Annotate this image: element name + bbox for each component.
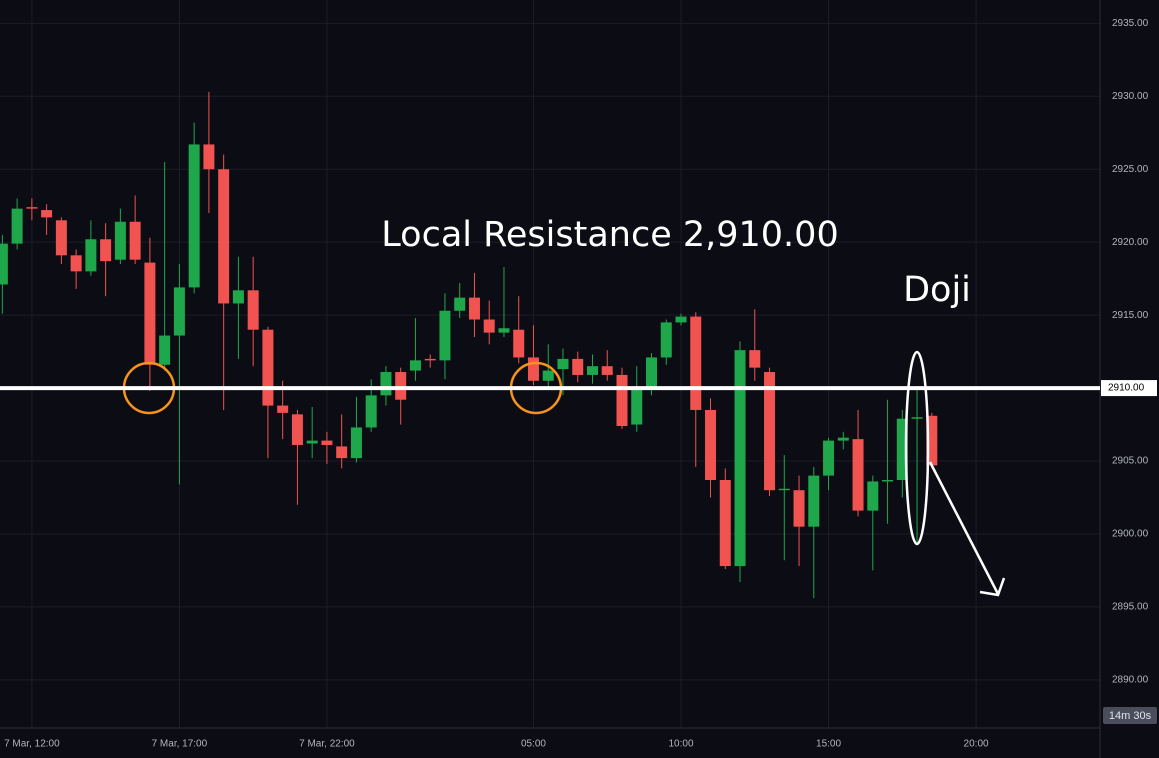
x-tick-label: 7 Mar, 22:00 xyxy=(299,739,355,750)
candle-body xyxy=(483,319,495,333)
candle-body xyxy=(232,290,244,304)
candle-body xyxy=(203,144,215,170)
candle-body xyxy=(586,366,598,375)
candle-body xyxy=(660,322,672,358)
candle-body xyxy=(454,297,466,311)
candle-body xyxy=(55,220,67,256)
candle-body xyxy=(513,329,525,358)
candle-body xyxy=(218,169,230,304)
candle-body xyxy=(439,310,451,361)
candle-body xyxy=(601,366,613,375)
countdown: 14m 30s xyxy=(1109,710,1152,722)
candle-body xyxy=(867,481,879,511)
candle-body xyxy=(100,239,112,262)
resistance-annotation: Local Resistance 2,910.00 xyxy=(381,215,838,255)
candle-body xyxy=(468,297,480,320)
candle-body xyxy=(852,439,864,511)
candle-body xyxy=(41,210,53,218)
candle-body xyxy=(778,488,790,491)
candle-body xyxy=(764,372,776,491)
candle-body xyxy=(823,440,835,476)
arrow xyxy=(928,461,1006,597)
y-tick-label: 2925.00 xyxy=(1112,164,1149,175)
candle-body xyxy=(926,415,938,466)
countdown-badge xyxy=(1103,707,1157,724)
candle-body xyxy=(882,479,894,482)
candle-body xyxy=(911,417,923,419)
candle-body xyxy=(896,418,908,480)
y-tick-label: 2935.00 xyxy=(1112,18,1149,29)
candle-body xyxy=(173,287,185,336)
candle-body xyxy=(837,437,849,441)
y-tick-label: 2890.00 xyxy=(1112,674,1149,685)
candle-body xyxy=(380,372,392,396)
candle-body xyxy=(409,360,421,371)
arrow-head xyxy=(979,577,1006,597)
x-tick-label: 20:00 xyxy=(964,739,989,750)
x-tick-label: 10:00 xyxy=(668,739,693,750)
candle-body xyxy=(749,350,761,368)
candle-body xyxy=(277,405,289,413)
candle-body xyxy=(424,358,436,361)
candle-body xyxy=(144,262,156,365)
candle-body xyxy=(70,255,82,272)
arrow-line xyxy=(928,461,1000,595)
candle-body xyxy=(336,446,348,459)
candle-body xyxy=(188,144,200,288)
candle-body xyxy=(793,490,805,527)
candle-body xyxy=(159,335,171,365)
y-tick-label: 2915.00 xyxy=(1112,310,1149,321)
candle-body xyxy=(557,358,569,370)
candle-body xyxy=(734,350,746,567)
y-tick-label: 2905.00 xyxy=(1112,456,1149,467)
candle-body xyxy=(690,316,702,410)
y-tick-label: 2920.00 xyxy=(1112,237,1149,248)
candle-body xyxy=(114,221,126,260)
candle-body xyxy=(498,328,510,333)
doji-ellipse xyxy=(904,350,930,546)
candles xyxy=(0,91,938,599)
candle-body xyxy=(705,409,717,480)
candle-body xyxy=(85,239,97,272)
candle-body xyxy=(365,395,377,428)
y-tick-label: 2930.00 xyxy=(1112,91,1149,102)
candle-body xyxy=(306,440,318,444)
candle-body xyxy=(247,290,259,330)
candle-body xyxy=(321,440,333,445)
candle-body xyxy=(26,207,38,209)
candle-body xyxy=(527,357,539,381)
x-tick-label: 7 Mar, 12:00 xyxy=(4,739,60,750)
candle-body xyxy=(631,388,643,425)
candle-body xyxy=(572,358,584,375)
candle-body xyxy=(719,479,731,567)
candle-body xyxy=(262,329,274,406)
resistance-label: 2910.00 xyxy=(1108,383,1145,394)
x-tick-label: 15:00 xyxy=(816,739,841,750)
x-tick-label: 05:00 xyxy=(521,739,546,750)
candle-body xyxy=(350,427,362,459)
candle-body xyxy=(646,357,658,389)
candle-body xyxy=(395,372,407,400)
y-tick-label: 2895.00 xyxy=(1112,602,1149,613)
candle-body xyxy=(129,221,141,260)
candle-body xyxy=(11,208,23,244)
x-tick-label: 7 Mar, 17:00 xyxy=(152,739,208,750)
resistance-label-box xyxy=(1101,380,1157,397)
candle-body xyxy=(291,414,303,445)
candle-body xyxy=(542,370,554,381)
candle-body xyxy=(808,475,820,527)
doji-annotation: Doji xyxy=(903,270,971,310)
candle-body xyxy=(675,316,687,323)
y-tick-label: 2900.00 xyxy=(1112,529,1149,540)
candle-body xyxy=(0,243,8,285)
candle-body xyxy=(616,374,628,427)
